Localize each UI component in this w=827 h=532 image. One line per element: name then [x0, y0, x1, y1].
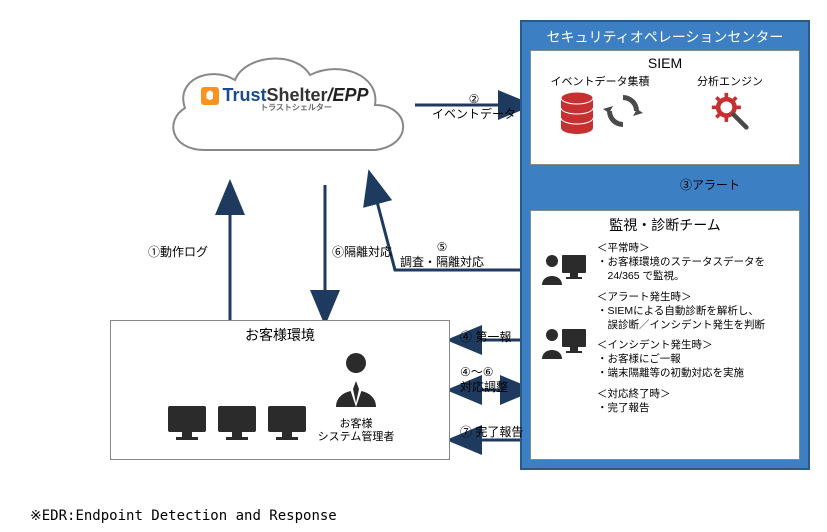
label-3: ③アラート [680, 178, 740, 193]
brand-shelter: Shelter [266, 85, 327, 105]
siem-box: SIEM イベントデータ集積 [530, 50, 800, 165]
team-s4-l1: ・完了報告 [597, 401, 793, 415]
team-s3-l1: ・お客様にご一報 [597, 352, 793, 366]
soc-title: セキュリティオペレーションセンター [522, 27, 808, 47]
label-456-num: ④～⑥ [460, 365, 508, 380]
team-s1-hdr: ＜平常時＞ [597, 241, 793, 255]
team-s4-hdr: ＜対応終了時＞ [597, 387, 793, 401]
cust-admin-l1: お客様 [318, 418, 395, 431]
label-5: 調査・隔離対応 [400, 255, 484, 270]
monitor-icon [216, 402, 258, 444]
cust-title: お客様環境 [111, 321, 449, 345]
team-s2-l2: 誤診断／インシデント発生を判断 [597, 318, 793, 332]
label-5-num: ⑤ [400, 240, 484, 255]
gear-search-icon [710, 91, 750, 131]
shield-icon [201, 87, 219, 105]
siem-col2-label: 分析エンジン [668, 73, 793, 89]
label-2-num: ② [432, 92, 516, 107]
team-description: ＜平常時＞ ・お客様環境のステータスデータを 24/365 で監視。 ＜アラート… [597, 241, 793, 421]
label-2: イベントデータ [432, 107, 516, 122]
brand-sub: トラストシェルター [202, 104, 390, 112]
brand-trust: Trust [222, 85, 266, 105]
cust-admin-l2: システム管理者 [318, 431, 395, 444]
label-4: ④ 第一報 [460, 330, 511, 345]
person-suit-icon [332, 351, 380, 411]
footnote: ※EDR:Endpoint Detection and Response [30, 508, 337, 524]
team-box: 監視・診断チーム [530, 210, 800, 460]
cloud-brand: TrustShelter/EPP トラストシェルター [180, 85, 390, 112]
analyst-icon [540, 323, 588, 367]
customer-env-box: お客様環境 お客様 システム管理者 [110, 320, 450, 460]
team-s3-l2: ・端末隔離等の初動対応を実施 [597, 366, 793, 380]
team-s1-l2: 24/365 で監視。 [597, 269, 793, 283]
team-title: 監視・診断チーム [531, 211, 799, 239]
label-7: ⑦ 完了報告 [460, 425, 523, 440]
team-s2-l1: ・SIEMによる自動診断を解析し、 [597, 304, 793, 318]
sync-icon [603, 91, 643, 131]
label-1: ①動作ログ [148, 245, 208, 260]
database-icon [557, 91, 597, 139]
analyst-icon [540, 249, 588, 293]
brand-epp: /EPP [328, 85, 369, 105]
monitor-icon [166, 402, 208, 444]
team-s2-hdr: ＜アラート発生時＞ [597, 290, 793, 304]
cust-monitors [166, 402, 308, 444]
siem-col-accumulate: イベントデータ集積 [538, 73, 663, 139]
cust-admin: お客様 システム管理者 [318, 351, 395, 444]
monitor-icon [266, 402, 308, 444]
team-s1-l1: ・お客様環境のステータスデータを [597, 255, 793, 269]
siem-col1-label: イベントデータ集積 [538, 73, 663, 89]
label-456: 対応調整 [460, 380, 508, 395]
team-s3-hdr: ＜インシデント発生時＞ [597, 338, 793, 352]
siem-col-engine: 分析エンジン [668, 73, 793, 139]
label-6: ⑥隔離対応 [332, 245, 392, 260]
cloud-trustshelter [150, 50, 420, 180]
siem-title: SIEM [531, 51, 799, 71]
